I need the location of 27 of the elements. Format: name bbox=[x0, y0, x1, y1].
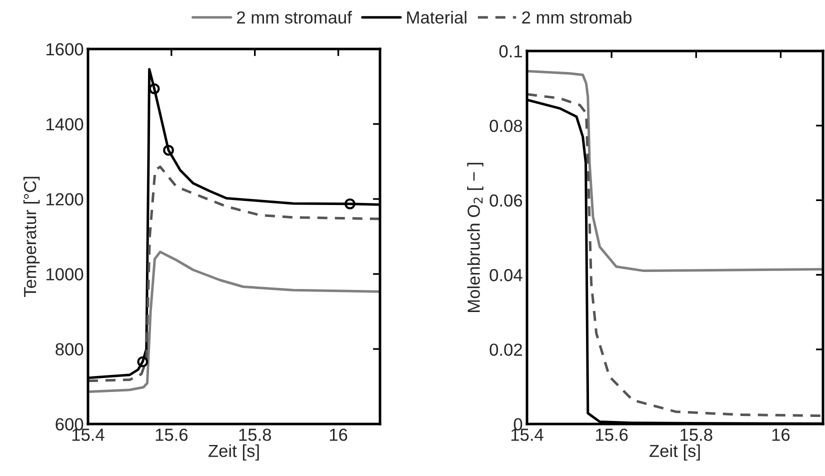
y-axis-title: Temperatur [°C] bbox=[23, 176, 40, 297]
y-tick-label: 0.02 bbox=[490, 344, 522, 356]
x-axis-title: Zeit [s] bbox=[208, 444, 259, 461]
y-tick-label: 1200 bbox=[46, 193, 84, 206]
y-tick-label: 0.04 bbox=[490, 268, 522, 282]
x-tick-label: 15.6 bbox=[596, 428, 628, 441]
y-tick-label: 1000 bbox=[46, 268, 84, 280]
x-tick-label: 15.8 bbox=[680, 428, 712, 441]
x-tick-label: 15.4 bbox=[511, 428, 544, 441]
y-axis-title: Molenbruch O$_{2}$ [ − ] bbox=[467, 162, 484, 312]
x-tick-label: 15.4 bbox=[72, 428, 104, 441]
x-tick-label: 15.8 bbox=[239, 428, 271, 441]
x-axis-title: Zeit [s] bbox=[650, 444, 700, 461]
y-tick-label: 800 bbox=[56, 343, 84, 356]
x-tick-label: 16 bbox=[330, 428, 348, 441]
legend-label: 2 mm stromauf bbox=[237, 10, 352, 24]
y-tick-label: 0.1 bbox=[499, 45, 522, 58]
y-tick-label: 0 bbox=[514, 418, 522, 430]
legend-label: Material bbox=[407, 10, 466, 24]
y-tick-label: 1600 bbox=[46, 43, 84, 56]
x-tick-label: 15.6 bbox=[156, 428, 188, 441]
y-tick-label: 0.08 bbox=[490, 120, 522, 132]
y-tick-label: 0.06 bbox=[490, 194, 522, 207]
legend-label: 2 mm stromab bbox=[522, 10, 632, 24]
y-tick-label: 600 bbox=[56, 418, 84, 430]
y-tick-label: 1400 bbox=[46, 118, 84, 130]
x-tick-label: 16 bbox=[772, 428, 790, 441]
